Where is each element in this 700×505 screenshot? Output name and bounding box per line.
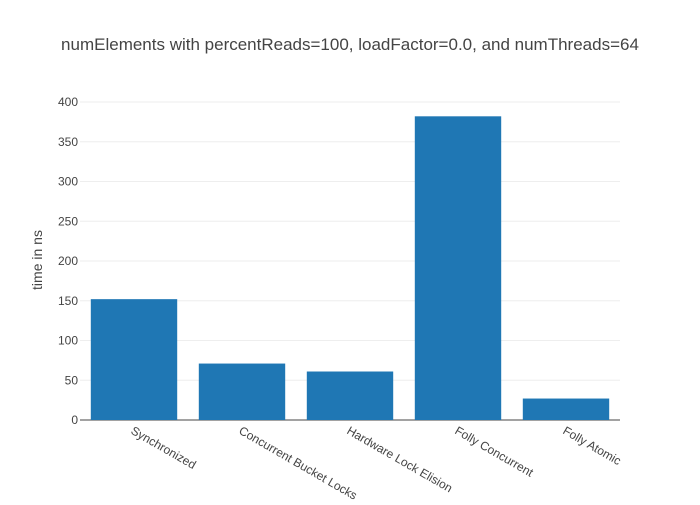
x-tick-label: Folly Concurrent bbox=[453, 423, 537, 479]
bar bbox=[306, 371, 394, 420]
x-tick-label: Hardware Lock Elision bbox=[345, 423, 455, 495]
y-tick-label: 100 bbox=[58, 334, 78, 348]
bars bbox=[90, 116, 610, 420]
y-tick-label: 200 bbox=[58, 254, 78, 268]
x-tick-label: Concurrent Bucket Locks bbox=[237, 423, 360, 500]
y-tick-label: 150 bbox=[58, 294, 78, 308]
x-tick-label: Synchronized bbox=[129, 423, 199, 471]
y-tick-label: 250 bbox=[58, 214, 78, 228]
y-tick-label: 400 bbox=[58, 95, 78, 109]
y-tick-label: 0 bbox=[71, 413, 78, 427]
x-tick-labels: Synchronized Concurrent Bucket LocksHardw… bbox=[129, 423, 624, 502]
bar bbox=[414, 116, 502, 420]
x-tick-label: Folly Atomic bbox=[561, 423, 624, 467]
y-tick-label: 300 bbox=[58, 175, 78, 189]
chart-title: numElements with percentReads=100, loadF… bbox=[61, 35, 639, 54]
y-axis-title: time in ns bbox=[29, 230, 45, 290]
bar bbox=[90, 299, 178, 420]
y-tick-labels: 0 50 100 150 200 250 300 350 400 bbox=[58, 95, 78, 427]
bar bbox=[522, 398, 610, 420]
y-tick-label: 50 bbox=[65, 373, 79, 387]
bar bbox=[198, 363, 286, 420]
y-tick-label: 350 bbox=[58, 135, 78, 149]
